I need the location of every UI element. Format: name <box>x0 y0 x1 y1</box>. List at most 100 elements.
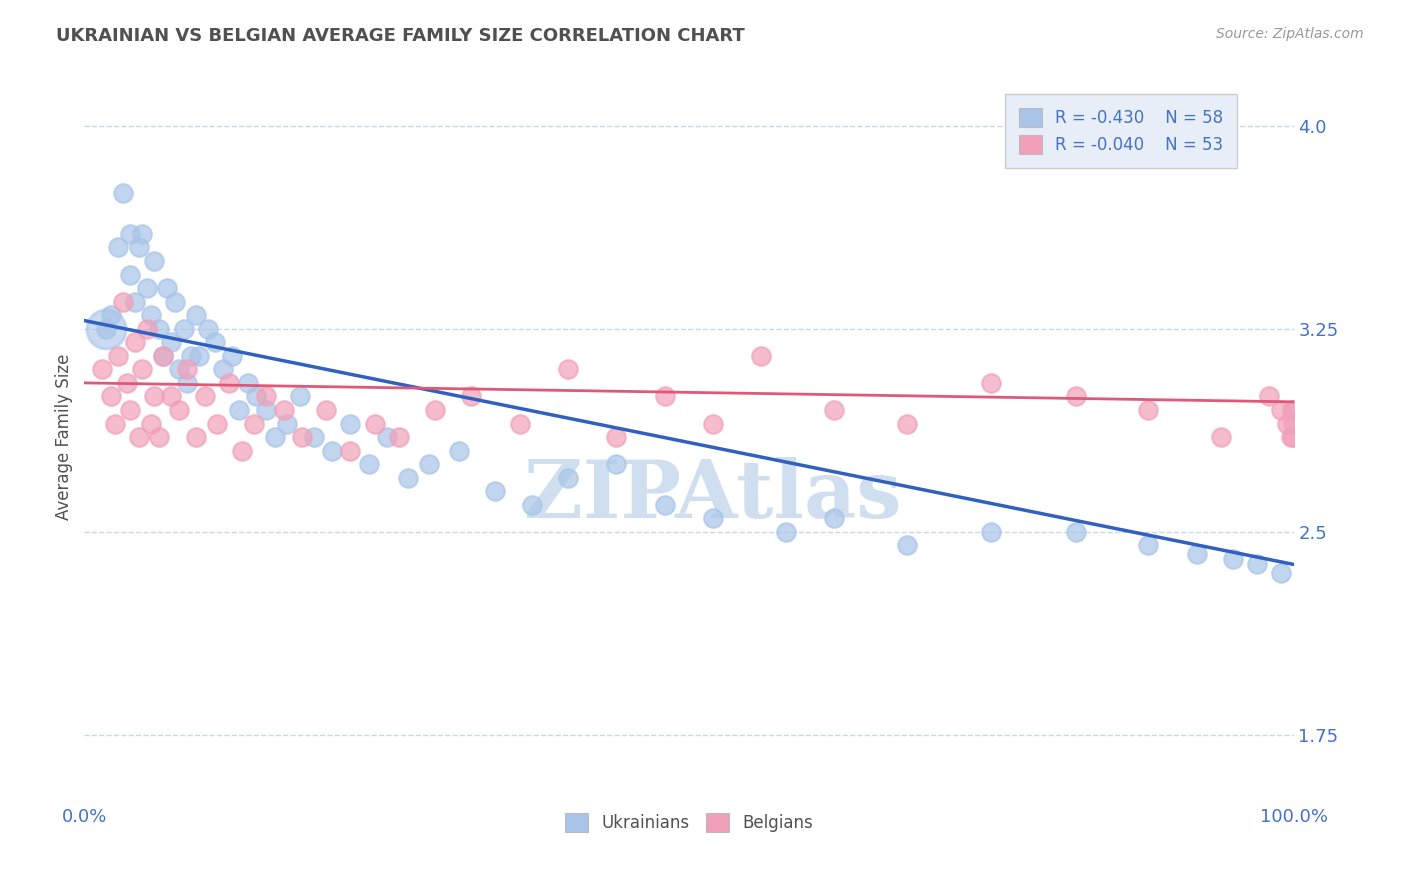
Point <box>520 498 543 512</box>
Point <box>176 362 198 376</box>
Point <box>1279 430 1302 444</box>
Point <box>152 349 174 363</box>
Point <box>1277 417 1299 431</box>
Point <box>288 389 311 403</box>
Point <box>896 417 918 431</box>
Point <box>273 403 295 417</box>
Point <box>143 389 166 403</box>
Point <box>207 417 229 431</box>
Point <box>139 417 162 431</box>
Point <box>94 322 117 336</box>
Point <box>1246 558 1268 572</box>
Point <box>388 430 411 444</box>
Point <box>1270 403 1292 417</box>
Point <box>1222 552 1244 566</box>
Point <box>155 281 177 295</box>
Point <box>980 376 1002 390</box>
Point <box>1064 389 1087 403</box>
Point <box>363 417 385 431</box>
Point <box>449 443 471 458</box>
Point <box>107 349 129 363</box>
Point <box>197 322 219 336</box>
Point <box>1282 430 1305 444</box>
Point <box>120 403 142 417</box>
Point <box>605 430 627 444</box>
Point <box>120 227 142 241</box>
Point <box>231 443 253 458</box>
Point <box>654 389 676 403</box>
Point <box>228 403 250 417</box>
Point <box>139 308 162 322</box>
Point <box>112 294 135 309</box>
Point <box>1209 430 1232 444</box>
Point <box>242 417 264 431</box>
Point <box>1281 403 1303 417</box>
Text: ZIPAtlas: ZIPAtlas <box>524 457 901 534</box>
Y-axis label: Average Family Size: Average Family Size <box>55 354 73 520</box>
Point <box>702 417 724 431</box>
Point <box>143 254 166 268</box>
Point <box>823 403 845 417</box>
Point <box>509 417 531 431</box>
Point <box>702 511 724 525</box>
Point <box>1137 403 1160 417</box>
Point <box>91 362 114 376</box>
Point <box>484 484 506 499</box>
Point <box>396 471 419 485</box>
Point <box>131 362 153 376</box>
Point <box>148 322 170 336</box>
Point <box>160 335 183 350</box>
Point <box>1281 417 1303 431</box>
Point <box>557 362 579 376</box>
Point <box>107 240 129 254</box>
Point <box>557 471 579 485</box>
Point <box>1282 403 1305 417</box>
Point <box>136 281 159 295</box>
Point <box>167 362 190 376</box>
Point <box>1185 547 1208 561</box>
Point <box>112 186 135 201</box>
Point <box>152 349 174 363</box>
Point <box>194 389 217 403</box>
Point <box>751 349 773 363</box>
Point <box>418 457 440 471</box>
Point <box>339 443 361 458</box>
Point <box>221 349 243 363</box>
Point <box>218 376 240 390</box>
Point <box>375 430 398 444</box>
Point <box>605 457 627 471</box>
Point <box>823 511 845 525</box>
Point <box>184 308 207 322</box>
Point <box>302 430 325 444</box>
Point <box>184 430 207 444</box>
Point <box>124 294 146 309</box>
Text: Source: ZipAtlas.com: Source: ZipAtlas.com <box>1216 27 1364 41</box>
Point <box>128 240 150 254</box>
Legend: Ukrainians, Belgians: Ukrainians, Belgians <box>551 800 827 846</box>
Point <box>204 335 226 350</box>
Point <box>339 417 361 431</box>
Point <box>124 335 146 350</box>
Point <box>165 294 187 309</box>
Point <box>131 227 153 241</box>
Point <box>423 403 446 417</box>
Point <box>176 376 198 390</box>
Point <box>315 403 337 417</box>
Point <box>128 430 150 444</box>
Point <box>100 389 122 403</box>
Point <box>775 524 797 539</box>
Point <box>460 389 482 403</box>
Point <box>291 430 314 444</box>
Point <box>120 268 142 282</box>
Point <box>1137 538 1160 552</box>
Point <box>115 376 138 390</box>
Point <box>276 417 298 431</box>
Point <box>188 349 211 363</box>
Point <box>167 403 190 417</box>
Point <box>148 430 170 444</box>
Point <box>357 457 380 471</box>
Point <box>1270 566 1292 580</box>
Point <box>1258 389 1281 403</box>
Point <box>136 322 159 336</box>
Point <box>254 403 277 417</box>
